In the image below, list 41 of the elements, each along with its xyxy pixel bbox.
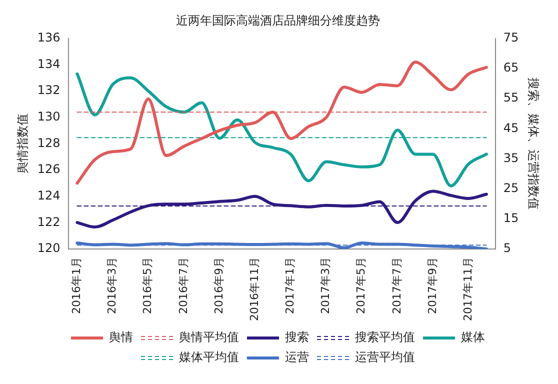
legend-label: 媒体平均值 xyxy=(179,350,239,364)
x-tick-label: 2016年9月 xyxy=(212,257,226,314)
legend-label: 舆情平均值 xyxy=(179,330,239,344)
x-tick-label: 2017年3月 xyxy=(319,257,332,314)
y2-tick-label: 75 xyxy=(503,30,519,45)
x-tick-label: 2016年3月 xyxy=(106,257,119,314)
y2-tick-label: 25 xyxy=(503,180,519,195)
y-tick-label: 126 xyxy=(37,162,60,176)
x-tick-label: 2017年5月 xyxy=(354,257,368,314)
legend-label: 运营平均值 xyxy=(355,350,415,364)
y-tick-label: 120 xyxy=(37,241,60,256)
x-tick-label: 2016年1月 xyxy=(70,257,84,314)
y2-tick-label: 35 xyxy=(503,150,519,165)
y-tick-label: 122 xyxy=(37,214,60,229)
chart-title: 近两年国际高端酒店品牌细分维度趋势 xyxy=(176,13,380,28)
y2-axis-title: 搜索、媒体、运营指数值 xyxy=(526,78,541,210)
y-tick-label: 132 xyxy=(37,83,60,98)
x-tick-label: 2017年7月 xyxy=(390,257,404,314)
y2-tick-label: 55 xyxy=(503,90,519,105)
x-tick-label: 2016年11月 xyxy=(248,257,261,322)
legend-label: 搜索平均值 xyxy=(355,330,415,344)
line-series xyxy=(76,190,488,229)
x-tick-label: 2017年1月 xyxy=(284,257,297,314)
x-tick-label: 2016年5月 xyxy=(141,257,154,314)
x-tick-label: 2017年9月 xyxy=(426,257,439,314)
y-tick-label: 134 xyxy=(37,56,60,71)
legend-label: 舆情 xyxy=(109,330,133,344)
x-tick-label: 2017年11月 xyxy=(462,257,474,322)
y2-tick-label: 45 xyxy=(503,120,519,135)
y-tick-label: 130 xyxy=(37,110,60,124)
legend-label: 媒体 xyxy=(461,330,485,344)
legend-label: 运营 xyxy=(285,350,309,364)
y-tick-label: 136 xyxy=(37,30,60,45)
y-axis-title: 舆情指数值 xyxy=(15,114,30,174)
x-tick-label: 2016年7月 xyxy=(176,257,190,314)
y2-tick-label: 15 xyxy=(503,211,519,226)
y2-tick-label: 65 xyxy=(503,60,519,75)
legend-label: 搜索 xyxy=(285,330,309,344)
y-tick-label: 128 xyxy=(37,136,60,150)
y2-tick-label: 5 xyxy=(503,241,511,256)
y-tick-label: 124 xyxy=(37,188,60,202)
